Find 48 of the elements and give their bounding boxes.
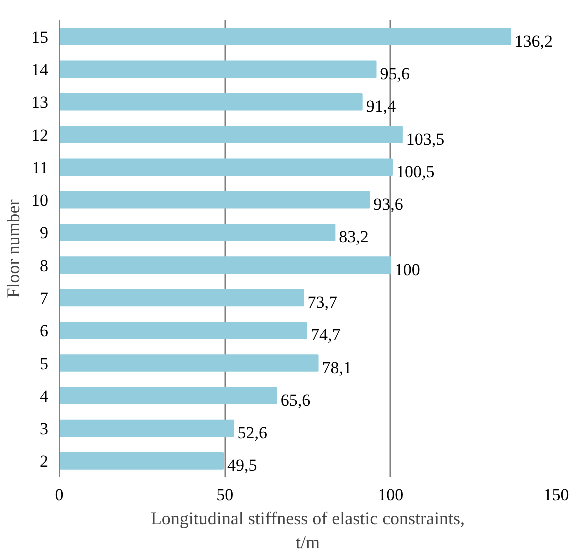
data-label: 49,5 bbox=[228, 456, 258, 476]
bar bbox=[60, 289, 304, 307]
y-tick-label: 10 bbox=[32, 191, 48, 210]
data-label: 103,5 bbox=[406, 130, 445, 149]
y-tick-label: 6 bbox=[40, 322, 48, 341]
x-tick-label: 0 bbox=[55, 486, 64, 504]
bar bbox=[60, 60, 377, 78]
data-label: 73,7 bbox=[308, 292, 338, 312]
data-label: 100,5 bbox=[396, 162, 435, 182]
x-tick-label: 100 bbox=[378, 486, 404, 504]
y-tick-label: 2 bbox=[40, 452, 48, 472]
bar bbox=[60, 322, 308, 340]
bar bbox=[60, 387, 278, 405]
bar bbox=[60, 452, 224, 470]
x-axis-title: Longitudinal stiffness of elastic constraints, t/m bbox=[150, 508, 466, 552]
bar bbox=[60, 354, 319, 372]
y-tick-label: 9 bbox=[40, 224, 48, 243]
data-label: 136,2 bbox=[514, 32, 554, 51]
data-label: 91,4 bbox=[366, 97, 397, 116]
y-axis-title: Floor number bbox=[4, 200, 24, 298]
data-label: 78,1 bbox=[322, 358, 352, 378]
y-tick-label: 8 bbox=[40, 256, 48, 276]
bar bbox=[60, 224, 336, 242]
data-label: 65,6 bbox=[280, 390, 311, 410]
y-tick-label: 13 bbox=[32, 93, 48, 112]
y-tick-label: 12 bbox=[32, 126, 48, 145]
bar bbox=[60, 28, 512, 46]
bar bbox=[60, 420, 234, 438]
x-tick-label: 150 bbox=[544, 486, 570, 504]
data-label: 95,6 bbox=[380, 64, 410, 84]
y-tick-label: 4 bbox=[40, 386, 49, 406]
y-tick-label: 11 bbox=[32, 158, 49, 178]
data-label: 100 bbox=[394, 260, 420, 280]
y-tick-label: 14 bbox=[32, 60, 49, 80]
bar bbox=[60, 126, 403, 144]
bar bbox=[60, 158, 393, 176]
y-tick-label: 15 bbox=[32, 28, 48, 47]
data-label: 83,2 bbox=[339, 228, 369, 247]
bar bbox=[60, 191, 370, 209]
y-tick-label: 3 bbox=[40, 420, 48, 439]
y-tick-label: 7 bbox=[40, 288, 49, 308]
data-label: 52,6 bbox=[238, 424, 268, 443]
bar bbox=[60, 256, 392, 274]
y-tick-label: 5 bbox=[40, 354, 48, 374]
data-label: 74,7 bbox=[311, 326, 342, 345]
x-tick-label: 50 bbox=[216, 486, 234, 504]
bar bbox=[60, 93, 363, 111]
data-label: 93,6 bbox=[374, 195, 404, 214]
